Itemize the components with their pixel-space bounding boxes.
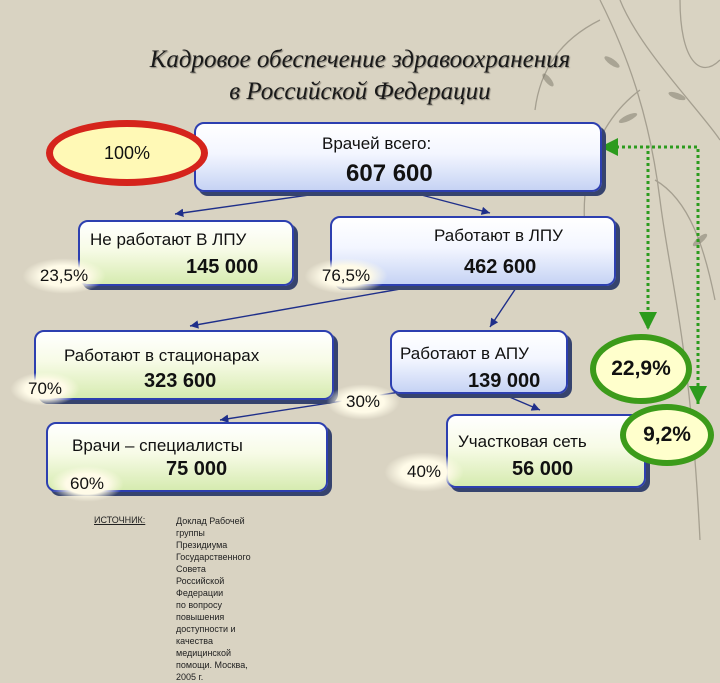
total-doctors-value: 607 600	[346, 160, 433, 187]
district-value: 56 000	[512, 458, 574, 480]
source-line-2: по вопросу повышения доступности и качес…	[176, 600, 248, 682]
arrow-total-to-working	[409, 191, 491, 215]
total-percent: 100%	[103, 142, 151, 163]
apu-label: Работают в АПУ	[400, 344, 529, 363]
district-label: Участковая сеть	[458, 432, 587, 451]
district-percent-oval: 40%	[384, 452, 464, 492]
arrow-working-to-apu	[489, 281, 521, 328]
not-working-value: 145 000	[186, 256, 259, 278]
hospitals-label: Работают в стационарах	[64, 346, 260, 365]
apu-share-of-total: 22,9%	[611, 357, 671, 380]
specialists-percent: 60%	[69, 474, 105, 493]
hospitals-box: Работают в стационарах 323 600	[34, 330, 334, 400]
source-label: ИСТОЧНИК:	[94, 515, 146, 525]
district-percent: 40%	[406, 462, 442, 481]
source-line-1: Доклад Рабочей группы Президиума Государ…	[176, 516, 251, 598]
apu-share-oval: 22,9%	[590, 334, 692, 404]
total-percent-oval: 100%	[46, 120, 208, 186]
page-title: Кадровое обеспечение здравоохранения в Р…	[60, 44, 660, 108]
apu-value: 139 000	[468, 370, 541, 392]
not-working-box: Не работают В ЛПУ 145 000	[78, 220, 294, 286]
working-percent-oval: 76,5%	[304, 258, 388, 294]
source-text: Доклад Рабочей группы Президиума Государ…	[176, 515, 251, 683]
working-label: Работают в ЛПУ	[434, 226, 563, 245]
total-doctors-box: Врачей всего: 607 600	[194, 122, 602, 192]
specialists-value: 75 000	[166, 458, 228, 480]
connectors	[174, 138, 707, 423]
green-dotted-arrow-district-share	[598, 145, 707, 404]
specialists-label: Врачи – специалисты	[72, 436, 243, 455]
title-line-2: в Российской Федерации	[229, 78, 491, 105]
district-share-oval: 9,2%	[620, 404, 714, 466]
apu-box: Работают в АПУ 139 000	[390, 330, 568, 394]
arrow-working-to-hospitals	[189, 281, 441, 329]
district-share-of-total: 9,2%	[643, 423, 691, 446]
hospitals-percent-oval: 70%	[10, 372, 80, 406]
arrow-apu-to-district	[499, 392, 541, 411]
total-doctors-label: Врачей всего:	[322, 134, 432, 153]
specialists-percent-oval: 60%	[50, 466, 124, 502]
arrow-total-to-not-working	[174, 191, 331, 217]
apu-percent: 30%	[345, 392, 381, 411]
working-percent: 76,5%	[321, 266, 371, 285]
specialists-box: Врачи – специалисты 75 000	[46, 422, 328, 492]
hospitals-value: 323 600	[144, 370, 217, 392]
district-box: Участковая сеть 56 000	[446, 414, 646, 488]
title-line-1: Кадровое обеспечение здравоохранения	[149, 46, 571, 73]
not-working-percent-oval: 23,5%	[22, 258, 106, 294]
not-working-percent: 23,5%	[39, 266, 89, 285]
not-working-label: Не работают В ЛПУ	[90, 230, 247, 249]
working-value: 462 600	[464, 256, 537, 278]
apu-percent-oval: 30%	[326, 384, 400, 420]
hospitals-percent: 70%	[27, 379, 63, 398]
